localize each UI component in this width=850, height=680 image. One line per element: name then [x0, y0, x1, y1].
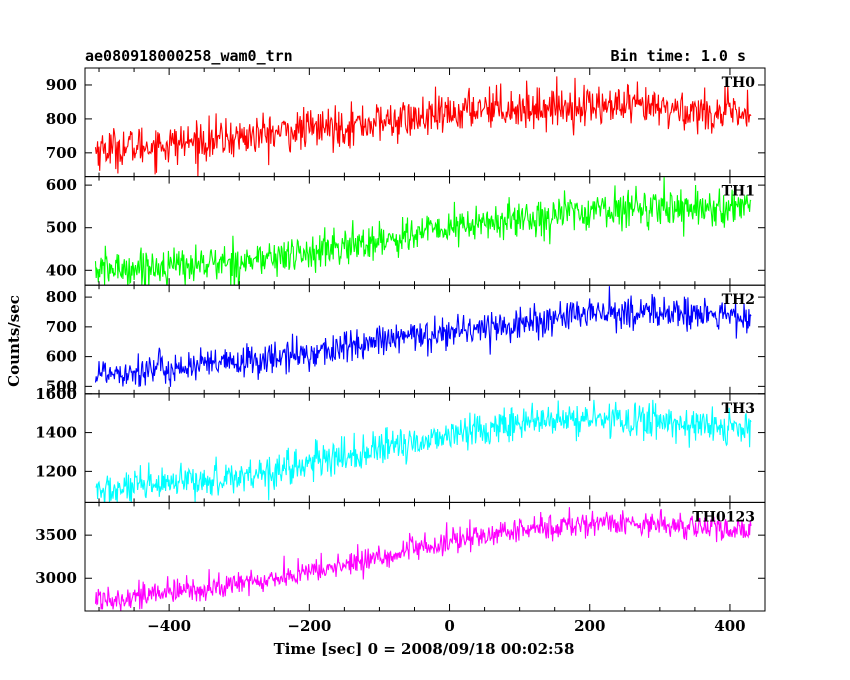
y-tick-label: 1400: [35, 424, 77, 442]
x-axis-label: Time [sec] 0 = 2008/09/18 00:02:58: [274, 640, 575, 658]
y-axis-label: Counts/sec: [5, 295, 23, 387]
panel-label: TH2: [722, 292, 755, 308]
panel-label: TH0: [722, 75, 756, 91]
x-tick-label: −400: [147, 617, 191, 635]
y-tick-label: 700: [46, 318, 77, 336]
series-th0: [94, 76, 752, 177]
y-tick-label: 800: [46, 110, 77, 128]
y-tick-label: 900: [46, 76, 77, 94]
panels-group: 700 800 900 TH0 400 500 600 TH1 500 600 700 800 TH2 1…: [35, 67, 766, 635]
panel-label: TH0123: [692, 509, 755, 525]
x-tick-label: 0: [444, 617, 454, 635]
y-tick-label: 600: [46, 176, 77, 194]
x-tick-label: −200: [287, 617, 331, 635]
y-tick-label: 3500: [35, 526, 77, 544]
panel-th0123: 3000 3500 TH0123: [35, 501, 766, 612]
y-tick-label: 1200: [35, 462, 77, 480]
panel-th1: 400 500 600 TH1: [46, 176, 766, 286]
y-tick-label: 700: [46, 144, 77, 162]
panel-th0: 700 800 900 TH0: [46, 67, 766, 178]
panel-th3: 1200 1400 1600 TH3: [35, 385, 766, 503]
y-tick-label: 600: [46, 348, 77, 366]
y-tick-label: 800: [46, 288, 77, 306]
x-tick-label: 400: [714, 617, 745, 635]
panel-th2: 500 600 700 800 TH2: [46, 284, 766, 395]
panel-frame: [84, 176, 766, 286]
x-tick-label: 200: [574, 617, 605, 635]
y-tick-label: 1600: [35, 385, 77, 403]
series-th2: [94, 286, 752, 387]
series-th1: [94, 177, 752, 286]
y-tick-label: 400: [46, 261, 77, 279]
y-tick-label: 3000: [35, 569, 77, 587]
panel-label: TH3: [722, 401, 755, 417]
series-th0123: [94, 507, 752, 611]
panel-frame: [84, 67, 766, 178]
panel-frame: [84, 284, 766, 395]
panel-frame: [84, 501, 766, 612]
plot-title: ae080918000258_wam0_trn: [85, 47, 293, 65]
bin-time-label: Bin time: 1.0 s: [611, 47, 746, 65]
y-tick-label: 500: [46, 377, 77, 395]
series-th3: [95, 399, 752, 503]
panel-label: TH1: [722, 184, 755, 200]
y-tick-label: 500: [46, 219, 77, 237]
